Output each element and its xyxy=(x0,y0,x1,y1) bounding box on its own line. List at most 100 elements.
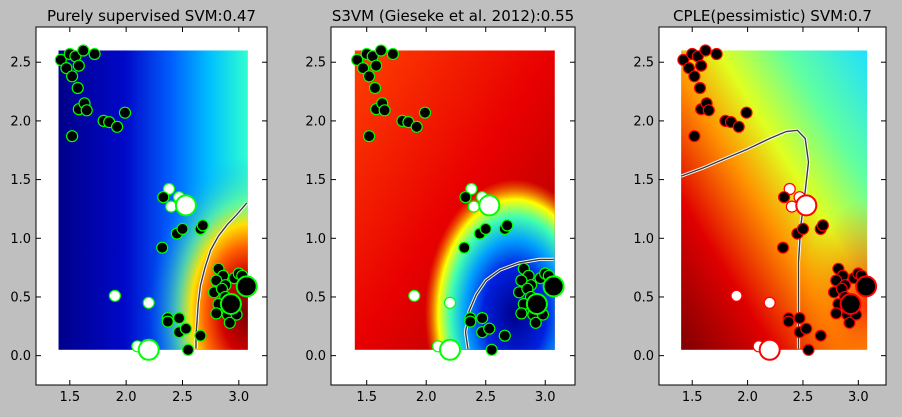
chart-title: CPLE(pessimistic) SVM:0.7 xyxy=(673,7,872,25)
data-point xyxy=(740,106,753,119)
data-point xyxy=(839,293,862,315)
data-point xyxy=(60,61,73,75)
decision-boundary xyxy=(195,202,248,349)
data-point xyxy=(694,59,708,72)
data-point xyxy=(498,329,511,342)
data-point xyxy=(693,81,707,95)
data-point xyxy=(77,44,90,57)
data-point xyxy=(730,289,743,302)
data-point xyxy=(179,322,192,335)
data-point xyxy=(814,329,827,342)
data-point xyxy=(529,316,542,329)
y-tick-label: 0.5 xyxy=(10,290,31,305)
data-point xyxy=(458,241,471,254)
data-point xyxy=(777,191,791,204)
data-point xyxy=(732,120,745,133)
chart-panel-supervised: 1.5 2.0 2.5 3.0 0.0 0.5 1.0 1.5 2.0 2.5 Purely sup… xyxy=(10,7,268,405)
data-point xyxy=(118,106,132,119)
data-point xyxy=(65,70,79,83)
data-point xyxy=(363,130,376,143)
data-point xyxy=(223,316,236,329)
data-point xyxy=(142,296,155,309)
data-point xyxy=(370,59,383,72)
data-point xyxy=(418,106,432,119)
y-tick-label: 2.5 xyxy=(10,56,31,71)
data-point xyxy=(688,130,701,143)
chart-panel-s3vm: 1.5 2.0 2.5 3.0 0.0 0.5 1.0 1.5 2.0 2.5 S3VM (Gies… xyxy=(305,7,576,405)
data-point xyxy=(357,61,370,75)
y-tick-label: 2.5 xyxy=(305,56,326,71)
data-point xyxy=(830,307,843,320)
data-point xyxy=(688,70,701,83)
axes-frame xyxy=(658,26,887,386)
data-point xyxy=(682,61,696,75)
y-tick-label: 0.0 xyxy=(10,349,31,364)
x-tick-label: 2.5 xyxy=(475,390,496,405)
data-point xyxy=(763,296,776,309)
y-tick-label: 2.0 xyxy=(633,114,654,129)
data-point xyxy=(793,312,806,325)
y-tick-label: 0.0 xyxy=(305,349,326,364)
data-point xyxy=(515,307,528,320)
x-tick-label: 2.5 xyxy=(793,390,814,405)
data-point xyxy=(157,191,170,204)
data-point xyxy=(802,343,815,356)
data-point xyxy=(156,241,169,254)
data-point xyxy=(483,322,496,335)
data-point xyxy=(758,338,781,361)
chart-title: Purely supervised SVM:0.47 xyxy=(47,7,256,25)
data-point xyxy=(677,53,690,67)
data-point xyxy=(459,191,472,204)
data-point xyxy=(816,219,830,232)
x-tick-label: 3.0 xyxy=(848,390,869,405)
y-tick-label: 2.5 xyxy=(633,56,654,71)
data-point xyxy=(465,182,478,196)
axes-frame xyxy=(35,26,268,386)
chart-panel-cple: 1.5 2.0 2.5 3.0 0.0 0.5 1.0 1.5 2.0 2.5 CPLE(pessi… xyxy=(633,7,887,405)
data-point xyxy=(800,322,813,335)
data-point xyxy=(776,241,790,254)
data-point xyxy=(378,104,391,117)
data-point xyxy=(410,120,423,133)
data-point xyxy=(699,44,712,57)
data-point xyxy=(408,289,421,302)
data-point xyxy=(363,70,376,83)
data-point xyxy=(174,194,197,217)
data-point xyxy=(464,315,477,328)
data-point xyxy=(476,312,489,325)
x-tick-label: 2.5 xyxy=(172,390,193,405)
data-point xyxy=(796,222,810,235)
data-point xyxy=(80,104,93,117)
x-tick-label: 3.0 xyxy=(535,390,556,405)
data-point xyxy=(542,275,565,298)
data-point xyxy=(219,293,242,315)
x-tick-label: 2.0 xyxy=(116,390,137,405)
x-tick-label: 3.0 xyxy=(228,390,249,405)
data-point xyxy=(196,219,209,232)
y-tick-label: 1.0 xyxy=(305,232,326,247)
data-point xyxy=(501,219,514,232)
x-tick-label: 1.5 xyxy=(356,390,377,405)
decision-boundary xyxy=(680,129,810,349)
data-point xyxy=(374,44,388,57)
data-point xyxy=(194,329,207,342)
y-tick-label: 1.5 xyxy=(10,173,31,188)
data-point xyxy=(795,194,818,217)
chart-title: S3VM (Gieseke et al. 2012):0.55 xyxy=(332,7,574,25)
x-tick-label: 2.0 xyxy=(737,390,758,405)
x-tick-label: 1.5 xyxy=(682,390,703,405)
y-tick-label: 0.5 xyxy=(305,290,326,305)
data-point xyxy=(110,120,124,133)
data-point xyxy=(386,47,399,61)
y-tick-label: 2.0 xyxy=(10,114,31,129)
data-point xyxy=(485,343,498,356)
data-point xyxy=(65,130,79,143)
data-point xyxy=(782,315,795,328)
data-point xyxy=(525,293,548,315)
data-point xyxy=(351,53,364,67)
data-point xyxy=(443,296,457,309)
data-point xyxy=(137,338,160,361)
y-tick-label: 1.0 xyxy=(633,232,654,247)
